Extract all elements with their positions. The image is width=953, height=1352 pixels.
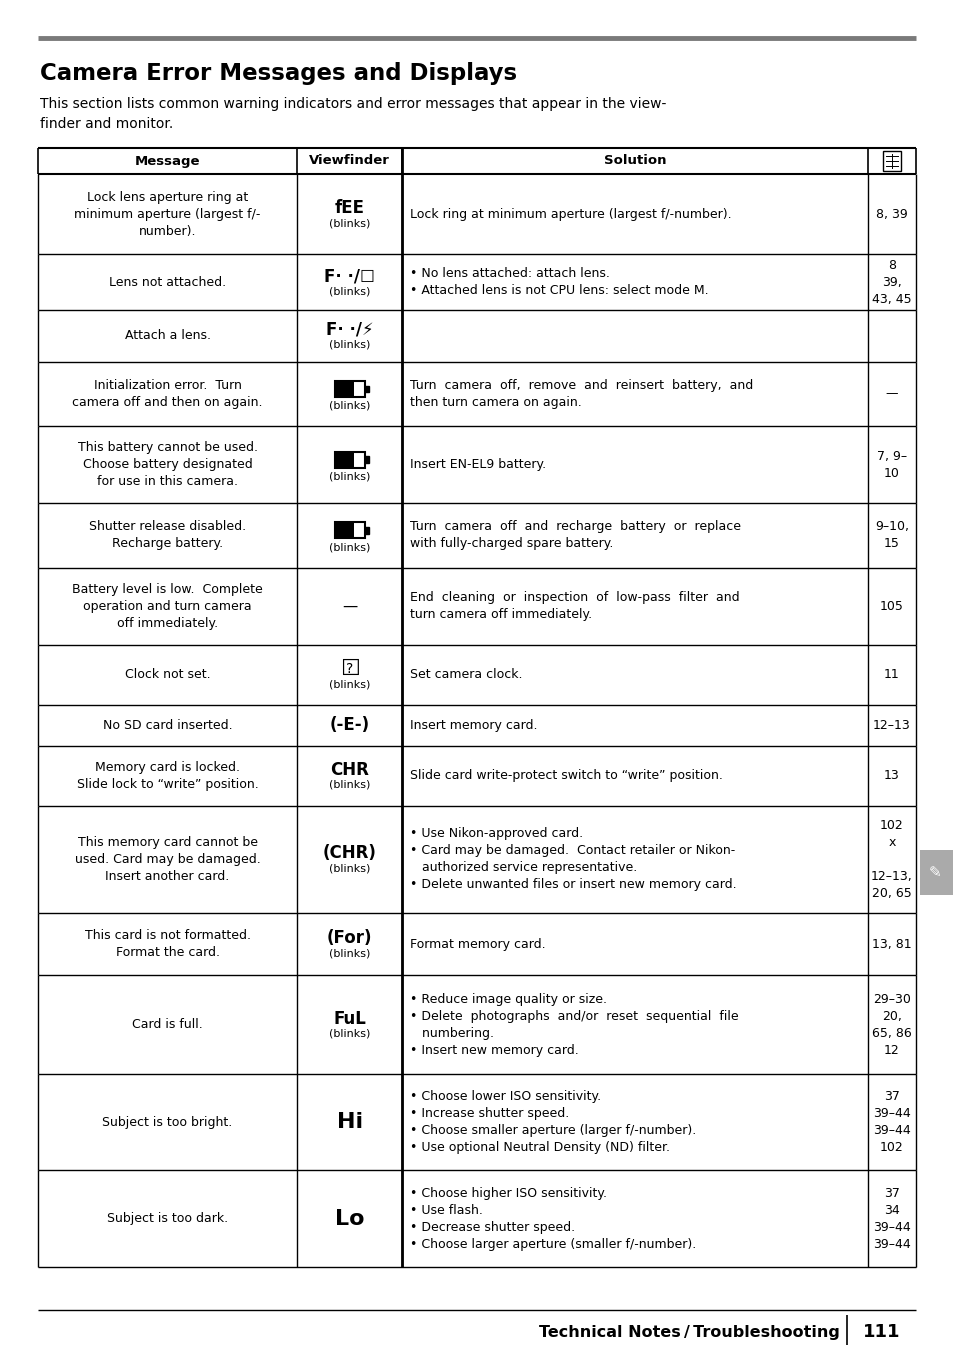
Text: F· ·/☐: F· ·/☐ bbox=[324, 268, 375, 285]
Text: Initialization error.  Turn
camera off and then on again.: Initialization error. Turn camera off an… bbox=[72, 379, 262, 408]
Text: 12–13: 12–13 bbox=[872, 719, 910, 731]
Text: (blinks): (blinks) bbox=[329, 780, 370, 790]
Text: Set camera clock.: Set camera clock. bbox=[410, 668, 522, 681]
Text: F· ·/⚡: F· ·/⚡ bbox=[326, 320, 374, 339]
Bar bbox=[335, 523, 354, 538]
Text: Memory card is locked.
Slide lock to “write” position.: Memory card is locked. Slide lock to “wr… bbox=[76, 761, 258, 791]
Text: Subject is too dark.: Subject is too dark. bbox=[107, 1213, 228, 1225]
Text: Viewfinder: Viewfinder bbox=[309, 154, 390, 168]
Text: (blinks): (blinks) bbox=[329, 402, 370, 411]
Text: Lens not attached.: Lens not attached. bbox=[109, 276, 226, 289]
Text: Clock not set.: Clock not set. bbox=[125, 668, 210, 681]
Bar bbox=[364, 527, 368, 534]
Text: Slide card write-protect switch to “write” position.: Slide card write-protect switch to “writ… bbox=[410, 769, 722, 783]
Text: ✎: ✎ bbox=[927, 865, 941, 880]
Text: (blinks): (blinks) bbox=[329, 542, 370, 553]
Text: No SD card inserted.: No SD card inserted. bbox=[103, 719, 233, 731]
Text: (blinks): (blinks) bbox=[329, 680, 370, 690]
Text: • Choose lower ISO sensitivity.
• Increase shutter speed.
• Choose smaller apert: • Choose lower ISO sensitivity. • Increa… bbox=[410, 1090, 696, 1155]
Text: Subject is too bright.: Subject is too bright. bbox=[102, 1115, 233, 1129]
Text: 9–10,
15: 9–10, 15 bbox=[874, 521, 908, 550]
Text: (-E-): (-E-) bbox=[330, 717, 370, 734]
Text: (blinks): (blinks) bbox=[329, 948, 370, 959]
Text: 37
39–44
39–44
102: 37 39–44 39–44 102 bbox=[872, 1090, 910, 1155]
Text: Lock ring at minimum aperture (largest f/-number).: Lock ring at minimum aperture (largest f… bbox=[410, 208, 731, 220]
Text: Format memory card.: Format memory card. bbox=[410, 938, 545, 950]
Text: Battery level is low.  Complete
operation and turn camera
off immediately.: Battery level is low. Complete operation… bbox=[72, 583, 263, 630]
Text: Insert memory card.: Insert memory card. bbox=[410, 719, 537, 731]
Text: FuL: FuL bbox=[333, 1010, 366, 1028]
Text: • Choose higher ISO sensitivity.
• Use flash.
• Decrease shutter speed.
• Choose: • Choose higher ISO sensitivity. • Use f… bbox=[410, 1187, 696, 1251]
Text: This card is not formatted.
Format the card.: This card is not formatted. Format the c… bbox=[85, 929, 251, 959]
Bar bbox=[364, 385, 368, 392]
Text: 102
x

12–13,
20, 65: 102 x 12–13, 20, 65 bbox=[870, 819, 912, 900]
Text: (blinks): (blinks) bbox=[329, 864, 370, 873]
Text: Technical Notes / Troubleshooting: Technical Notes / Troubleshooting bbox=[538, 1325, 840, 1340]
Text: Turn  camera  off  and  recharge  battery  or  replace
with fully-charged spare : Turn camera off and recharge battery or … bbox=[410, 521, 740, 550]
Text: This memory card cannot be
used. Card may be damaged.
Insert another card.: This memory card cannot be used. Card ma… bbox=[74, 836, 260, 883]
Text: 29–30
20,
65, 86
12: 29–30 20, 65, 86 12 bbox=[871, 992, 911, 1056]
Text: ☐: ☐ bbox=[339, 658, 359, 679]
Text: 8, 39: 8, 39 bbox=[875, 208, 906, 220]
Text: (blinks): (blinks) bbox=[329, 339, 370, 350]
Text: • Reduce image quality or size.
• Delete  photographs  and/or  reset  sequential: • Reduce image quality or size. • Delete… bbox=[410, 992, 739, 1056]
Text: Message: Message bbox=[134, 154, 200, 168]
Text: 105: 105 bbox=[879, 600, 902, 612]
Text: CHR: CHR bbox=[330, 761, 369, 779]
Text: This section lists common warning indicators and error messages that appear in t: This section lists common warning indica… bbox=[40, 97, 666, 131]
Text: —: — bbox=[884, 388, 897, 400]
Text: (blinks): (blinks) bbox=[329, 472, 370, 481]
Bar bbox=[335, 452, 364, 468]
Text: Turn  camera  off,  remove  and  reinsert  battery,  and
then turn camera on aga: Turn camera off, remove and reinsert bat… bbox=[410, 379, 753, 408]
Text: Lo: Lo bbox=[335, 1209, 364, 1229]
Text: Solution: Solution bbox=[603, 154, 665, 168]
Text: Lock lens aperture ring at
minimum aperture (largest f/-
number).: Lock lens aperture ring at minimum apert… bbox=[74, 191, 260, 238]
Text: ?: ? bbox=[346, 662, 353, 676]
Text: —: — bbox=[342, 599, 357, 614]
Text: 111: 111 bbox=[862, 1324, 900, 1341]
Text: (blinks): (blinks) bbox=[329, 287, 370, 296]
Text: 37
34
39–44
39–44: 37 34 39–44 39–44 bbox=[872, 1187, 910, 1251]
Text: Insert EN-EL9 battery.: Insert EN-EL9 battery. bbox=[410, 458, 546, 472]
Bar bbox=[919, 850, 953, 895]
Text: This battery cannot be used.
Choose battery designated
for use in this camera.: This battery cannot be used. Choose batt… bbox=[77, 441, 257, 488]
Text: (CHR): (CHR) bbox=[322, 845, 376, 863]
Text: 11: 11 bbox=[883, 668, 899, 681]
Text: Hi: Hi bbox=[336, 1113, 362, 1132]
Text: Shutter release disabled.
Recharge battery.: Shutter release disabled. Recharge batte… bbox=[89, 521, 246, 550]
Text: • No lens attached: attach lens.
• Attached lens is not CPU lens: select mode M.: • No lens attached: attach lens. • Attac… bbox=[410, 268, 708, 297]
Text: fEE: fEE bbox=[335, 199, 364, 218]
Bar bbox=[335, 453, 354, 466]
Text: (blinks): (blinks) bbox=[329, 218, 370, 228]
Text: Card is full.: Card is full. bbox=[132, 1018, 203, 1032]
Text: 13: 13 bbox=[883, 769, 899, 783]
Text: 13, 81: 13, 81 bbox=[871, 938, 911, 950]
Bar bbox=[335, 522, 364, 538]
Text: 7, 9–
10: 7, 9– 10 bbox=[876, 450, 906, 480]
Text: End  cleaning  or  inspection  of  low-pass  filter  and
turn camera off immedia: End cleaning or inspection of low-pass f… bbox=[410, 591, 740, 622]
Text: Attach a lens.: Attach a lens. bbox=[125, 330, 211, 342]
Bar bbox=[882, 151, 900, 170]
Bar bbox=[335, 381, 364, 397]
Bar bbox=[364, 457, 368, 462]
Text: (For): (For) bbox=[327, 929, 372, 948]
Text: Camera Error Messages and Displays: Camera Error Messages and Displays bbox=[40, 62, 517, 85]
Bar bbox=[335, 381, 354, 396]
Text: 8
39,
43, 45: 8 39, 43, 45 bbox=[871, 258, 911, 306]
Text: (blinks): (blinks) bbox=[329, 1029, 370, 1038]
Text: • Use Nikon-approved card.
• Card may be damaged.  Contact retailer or Nikon-
  : • Use Nikon-approved card. • Card may be… bbox=[410, 827, 737, 891]
